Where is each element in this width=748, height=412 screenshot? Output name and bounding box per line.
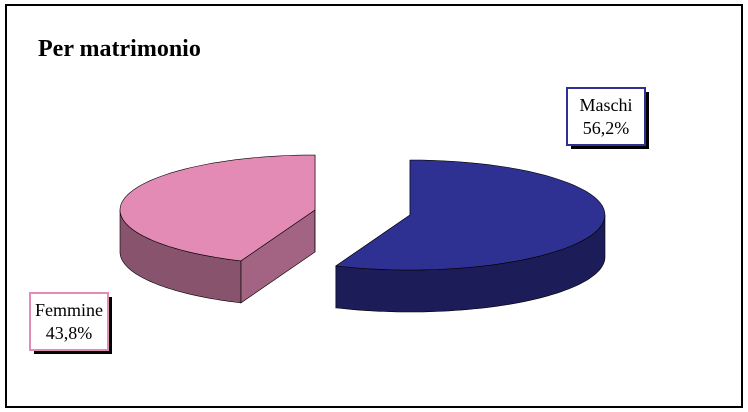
label-box (29, 292, 109, 351)
labels: Maschi 56,2% Femmine 43,8% (29, 87, 649, 354)
label-box (566, 87, 646, 146)
slice (335, 159, 606, 271)
label-value: 56,2% (583, 118, 630, 138)
label-name: Maschi (580, 95, 633, 115)
slice (119, 154, 316, 262)
chart-frame (5, 4, 743, 408)
pie (119, 154, 606, 313)
label-name: Femmine (35, 300, 103, 320)
label-value: 43,8% (46, 323, 93, 343)
chart-title: Per matrimonio (38, 36, 201, 62)
